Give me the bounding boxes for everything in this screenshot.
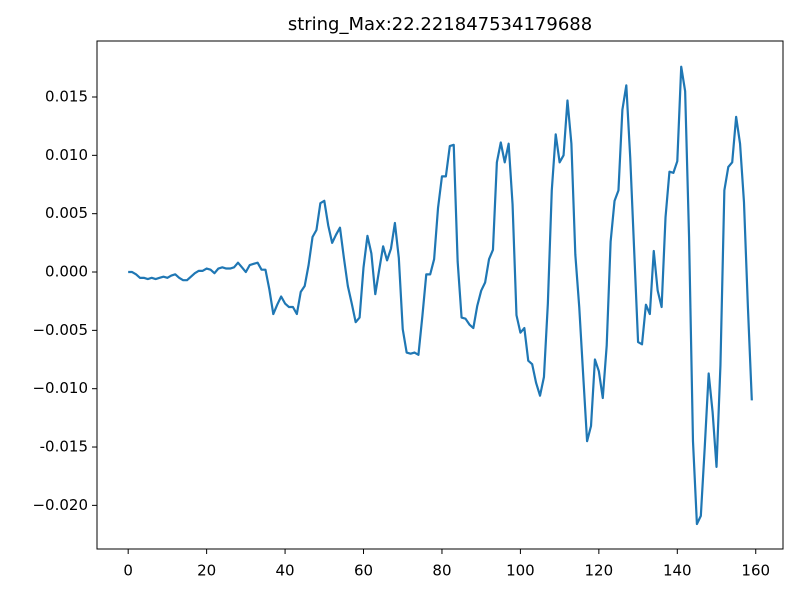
- y-tick-label: 0.000: [45, 263, 88, 281]
- x-tick-label: 160: [741, 562, 770, 580]
- x-tick-label: 120: [585, 562, 614, 580]
- x-tick-label: 0: [123, 562, 133, 580]
- y-tick-label: −0.020: [32, 496, 88, 514]
- x-tick-label: 100: [506, 562, 535, 580]
- y-tick-label: 0.005: [45, 204, 88, 222]
- x-tick-label: 60: [354, 562, 373, 580]
- x-tick-label: 40: [276, 562, 295, 580]
- plot-frame: [96, 40, 784, 550]
- data-line: [128, 65, 753, 526]
- y-tick-label: -0.015: [40, 438, 88, 456]
- x-tick-label: 20: [197, 562, 216, 580]
- x-tick-label: 140: [663, 562, 692, 580]
- y-tick-label: 0.015: [45, 88, 88, 106]
- chart-title: string_Max:22.221847534179688: [288, 14, 592, 35]
- y-tick-label: 0.010: [45, 146, 88, 164]
- y-tick-label: −0.005: [32, 321, 88, 339]
- x-tick-label: 80: [432, 562, 451, 580]
- y-tick-label: −0.010: [32, 379, 88, 397]
